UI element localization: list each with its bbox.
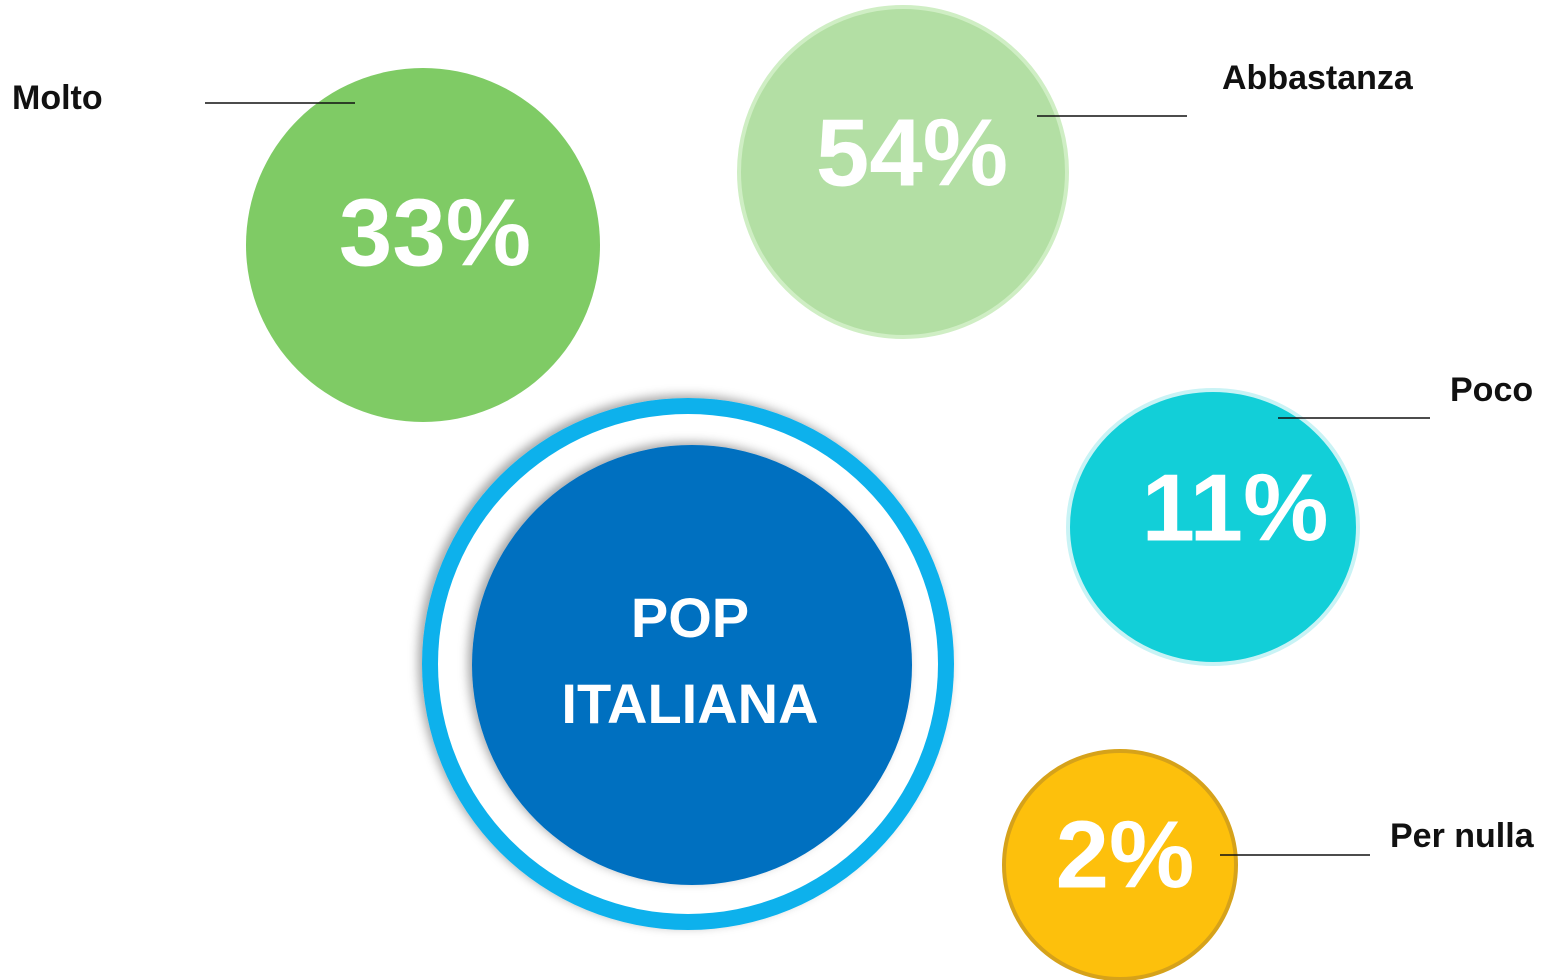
- bubble: [737, 5, 1069, 339]
- label: Molto: [12, 79, 103, 117]
- label: Per nulla: [1390, 817, 1535, 855]
- bubble: [1002, 749, 1238, 980]
- label: Abbastanza: [1222, 59, 1414, 97]
- center-circle: [472, 445, 912, 885]
- center-title: POP: [631, 586, 749, 649]
- percentage: 54%: [816, 99, 1008, 206]
- center-title: ITALIANA: [561, 672, 818, 735]
- percentage: 33%: [339, 179, 531, 286]
- percentage: 11%: [1142, 454, 1329, 561]
- bubble: [1066, 388, 1360, 666]
- percentage: 2%: [1056, 801, 1195, 908]
- bubble: [246, 68, 600, 422]
- label: Poco: [1450, 371, 1533, 409]
